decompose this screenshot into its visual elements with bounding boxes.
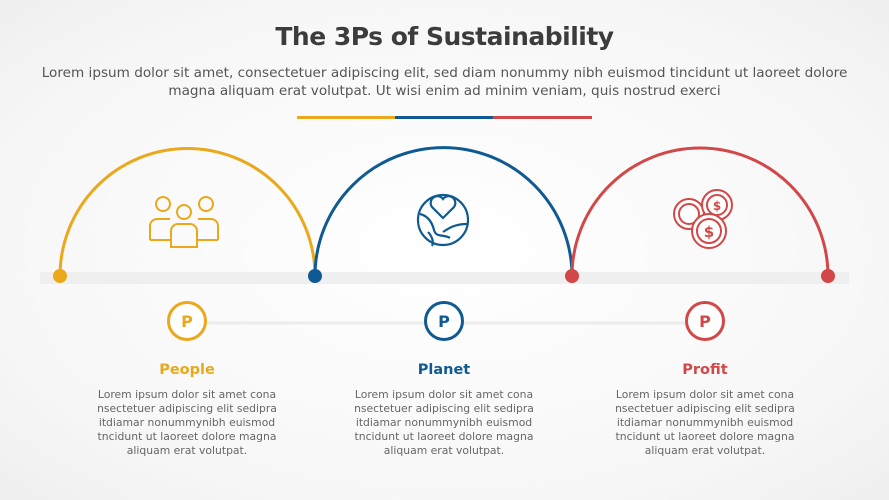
p-badge: P bbox=[167, 301, 207, 341]
baseline-band bbox=[40, 272, 849, 284]
column-title: Planet bbox=[417, 362, 471, 378]
divider-blue bbox=[395, 116, 493, 119]
coins-dollar-icon: $ $ bbox=[673, 189, 733, 249]
dot bbox=[565, 269, 579, 283]
column-description: Lorem ipsum dolor sit amet cona nsectetu… bbox=[615, 388, 795, 457]
divider-yellow bbox=[297, 116, 395, 119]
svg-text:$: $ bbox=[713, 199, 721, 213]
dot bbox=[53, 269, 67, 283]
dot bbox=[308, 269, 322, 283]
divider-red bbox=[493, 116, 592, 119]
dot bbox=[821, 269, 835, 283]
column-description: Lorem ipsum dolor sit amet cona nsectetu… bbox=[97, 388, 277, 457]
people-group-icon bbox=[149, 196, 219, 248]
column-description: Lorem ipsum dolor sit amet cona nsectetu… bbox=[354, 388, 534, 457]
svg-text:$: $ bbox=[704, 223, 714, 241]
earth-heart-icon bbox=[416, 193, 470, 247]
column-title: Profit bbox=[682, 362, 728, 378]
p-badge: P bbox=[685, 301, 725, 341]
p-badge: P bbox=[424, 301, 464, 341]
arc-planet bbox=[313, 146, 574, 277]
column-title: People bbox=[159, 362, 215, 378]
arc-profit bbox=[570, 146, 830, 277]
arc-people bbox=[58, 147, 317, 277]
page-subtitle: Lorem ipsum dolor sit amet, consectetuer… bbox=[41, 65, 848, 99]
page-title: The 3Ps of Sustainability bbox=[275, 22, 614, 51]
